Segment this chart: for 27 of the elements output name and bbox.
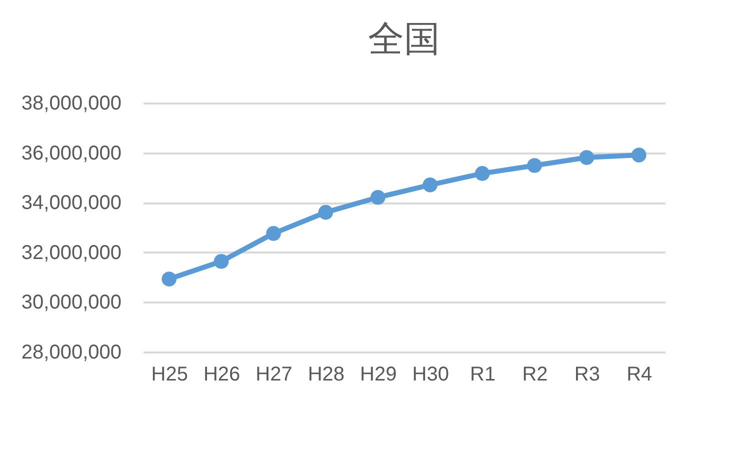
x-tick-label: H27 [256, 364, 292, 386]
y-tick-label: 36,000,000 [21, 142, 122, 164]
x-tick-label: H29 [360, 364, 397, 386]
x-tick-label: R4 [626, 364, 652, 386]
point [474, 166, 490, 181]
y-tick-label: 38,000,000 [21, 92, 122, 114]
point [214, 254, 229, 269]
y-tick-label: 34,000,000 [21, 192, 122, 214]
x-tick-label: R1 [470, 364, 496, 386]
point [527, 158, 542, 173]
point [422, 178, 438, 192]
x-tick-label: H28 [308, 364, 345, 386]
point [318, 204, 334, 220]
point [370, 190, 386, 205]
point [579, 150, 594, 165]
point [266, 226, 281, 241]
y-tick-label: 32,000,000 [21, 242, 122, 264]
x-tick-label: H30 [412, 364, 449, 386]
x-tick-label: H26 [203, 364, 240, 386]
x-tick-label: R3 [574, 364, 600, 386]
chart-title: 全国 [368, 18, 440, 59]
x-tick-label: H25 [151, 364, 188, 386]
y-tick-label: 28,000,000 [21, 342, 122, 364]
point [162, 272, 177, 286]
y-tick-label: 30,000,000 [21, 292, 122, 314]
point [631, 148, 646, 162]
x-tick-label: R2 [522, 364, 548, 386]
